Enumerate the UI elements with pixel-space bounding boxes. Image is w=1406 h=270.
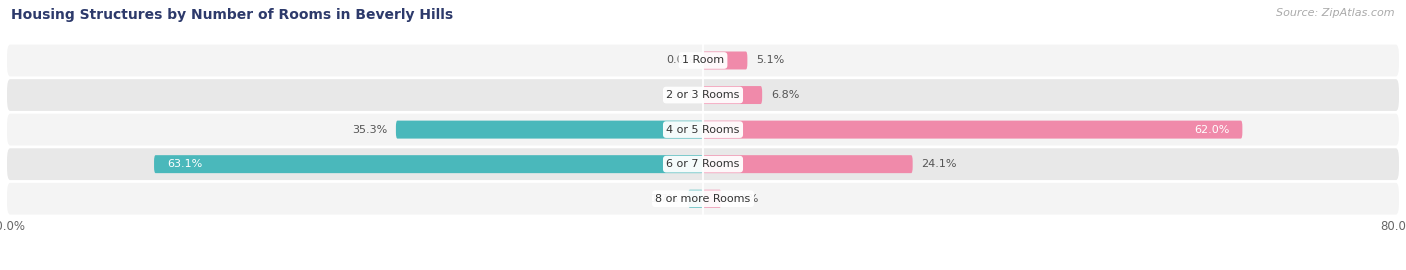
Text: 4 or 5 Rooms: 4 or 5 Rooms xyxy=(666,124,740,135)
Text: 6.8%: 6.8% xyxy=(770,90,799,100)
Text: 63.1%: 63.1% xyxy=(167,159,202,169)
FancyBboxPatch shape xyxy=(703,155,912,173)
Text: Housing Structures by Number of Rooms in Beverly Hills: Housing Structures by Number of Rooms in… xyxy=(11,8,453,22)
Text: 5.1%: 5.1% xyxy=(756,55,785,66)
Text: 8 or more Rooms: 8 or more Rooms xyxy=(655,194,751,204)
Text: 1 Room: 1 Room xyxy=(682,55,724,66)
Text: 62.0%: 62.0% xyxy=(1194,124,1229,135)
Text: Source: ZipAtlas.com: Source: ZipAtlas.com xyxy=(1277,8,1395,18)
FancyBboxPatch shape xyxy=(7,148,1399,180)
Text: 2.1%: 2.1% xyxy=(730,194,758,204)
Text: 0.0%: 0.0% xyxy=(666,90,695,100)
FancyBboxPatch shape xyxy=(155,155,703,173)
Text: 1.7%: 1.7% xyxy=(651,194,679,204)
FancyBboxPatch shape xyxy=(7,114,1399,146)
FancyBboxPatch shape xyxy=(7,183,1399,215)
Text: 0.0%: 0.0% xyxy=(666,55,695,66)
FancyBboxPatch shape xyxy=(396,121,703,139)
FancyBboxPatch shape xyxy=(7,45,1399,76)
Text: 35.3%: 35.3% xyxy=(352,124,387,135)
Text: 24.1%: 24.1% xyxy=(921,159,957,169)
FancyBboxPatch shape xyxy=(688,190,703,208)
FancyBboxPatch shape xyxy=(703,86,762,104)
Text: 2 or 3 Rooms: 2 or 3 Rooms xyxy=(666,90,740,100)
FancyBboxPatch shape xyxy=(703,190,721,208)
Text: 6 or 7 Rooms: 6 or 7 Rooms xyxy=(666,159,740,169)
FancyBboxPatch shape xyxy=(703,121,1243,139)
FancyBboxPatch shape xyxy=(703,52,748,69)
FancyBboxPatch shape xyxy=(7,79,1399,111)
